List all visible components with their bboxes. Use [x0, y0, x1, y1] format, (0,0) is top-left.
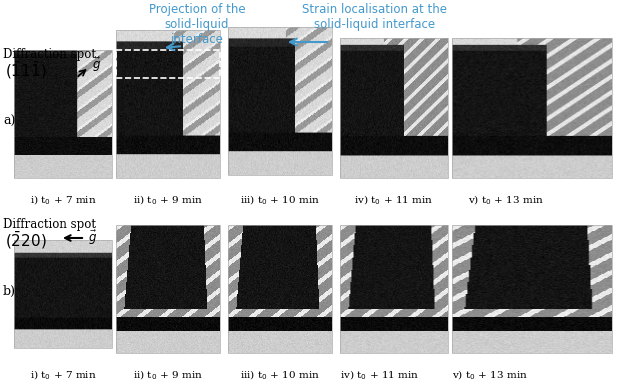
Text: i) t$_0$ + 7 min: i) t$_0$ + 7 min [30, 368, 96, 382]
Text: $\vec{g}$: $\vec{g}$ [92, 56, 101, 74]
Text: iv) t$_0$ + 11 min: iv) t$_0$ + 11 min [341, 368, 419, 382]
Text: v) t$_0$ + 13 min: v) t$_0$ + 13 min [452, 368, 528, 382]
Text: b): b) [3, 285, 16, 298]
Text: a): a) [3, 115, 16, 128]
Text: iv) t$_0$ + 11 min: iv) t$_0$ + 11 min [354, 193, 434, 207]
Bar [228, 27, 332, 175]
Bar [116, 30, 220, 178]
Text: ii) t$_0$ + 9 min: ii) t$_0$ + 9 min [133, 368, 203, 382]
Text: iii) t$_0$ + 10 min: iii) t$_0$ + 10 min [240, 193, 320, 207]
Bar [340, 38, 448, 178]
Bar [340, 225, 448, 353]
Text: Diffraction spot: Diffraction spot [3, 48, 96, 61]
Text: iii) t$_0$ + 10 min: iii) t$_0$ + 10 min [240, 368, 320, 382]
Text: v) t$_0$ + 13 min: v) t$_0$ + 13 min [468, 193, 544, 207]
Bar [116, 225, 220, 353]
Text: $\vec{g}$: $\vec{g}$ [88, 229, 97, 247]
Bar [452, 38, 612, 178]
Text: $(\bar{2}20)$: $(\bar{2}20)$ [5, 230, 47, 251]
Bar [14, 240, 112, 348]
Bar [116, 50, 220, 78]
Bar [228, 225, 332, 353]
Text: Strain localisation at the
solid-liquid interface: Strain localisation at the solid-liquid … [303, 3, 447, 31]
Text: i) t$_0$ + 7 min: i) t$_0$ + 7 min [30, 193, 96, 207]
Text: Diffraction spot: Diffraction spot [3, 218, 96, 231]
Text: $(\bar{1}1\bar{1})$: $(\bar{1}1\bar{1})$ [5, 60, 47, 81]
Bar [452, 225, 612, 353]
Text: Projection of the
solid-liquid
interface: Projection of the solid-liquid interface [149, 3, 245, 46]
Text: ii) t$_0$ + 9 min: ii) t$_0$ + 9 min [133, 193, 203, 207]
Bar [14, 50, 112, 178]
